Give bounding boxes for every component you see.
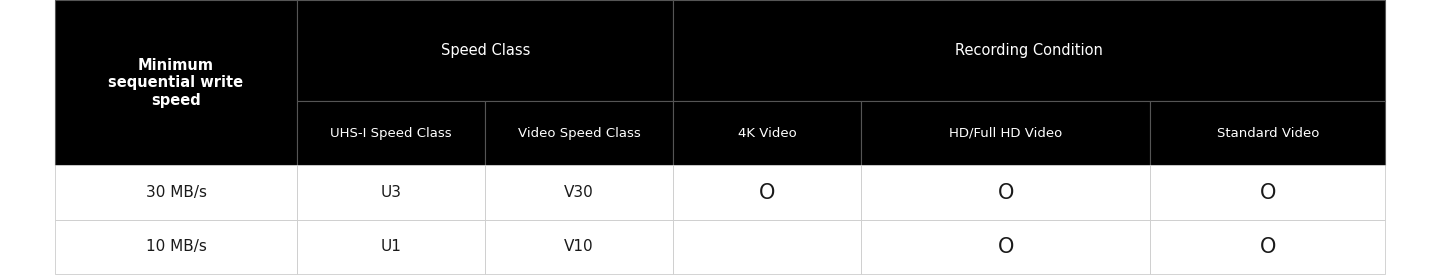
Text: V10: V10 — [564, 239, 593, 254]
Bar — [485, 220, 672, 274]
Text: Speed Class: Speed Class — [441, 43, 530, 58]
Bar — [672, 0, 1385, 101]
Text: O: O — [1260, 237, 1276, 257]
Text: Minimum
sequential write
speed: Minimum sequential write speed — [108, 58, 243, 108]
Bar — [1151, 220, 1385, 274]
Bar — [55, 220, 297, 274]
Text: O: O — [998, 237, 1014, 257]
Bar — [861, 101, 1151, 165]
Bar — [297, 101, 485, 165]
Text: HD/Full HD Video: HD/Full HD Video — [949, 127, 1063, 140]
Text: Recording Condition: Recording Condition — [955, 43, 1103, 58]
Text: Standard Video: Standard Video — [1217, 127, 1319, 140]
Bar — [297, 0, 672, 101]
Bar — [861, 165, 1151, 220]
Bar — [1151, 165, 1385, 220]
Bar — [485, 101, 672, 165]
Text: U1: U1 — [380, 239, 402, 254]
Text: V30: V30 — [564, 185, 593, 200]
Text: 10 MB/s: 10 MB/s — [145, 239, 206, 254]
Text: UHS-I Speed Class: UHS-I Speed Class — [330, 127, 452, 140]
Text: U3: U3 — [380, 185, 402, 200]
Bar — [297, 220, 485, 274]
Text: O: O — [1260, 183, 1276, 202]
Bar — [861, 220, 1151, 274]
Text: 30 MB/s: 30 MB/s — [145, 185, 206, 200]
Bar — [485, 165, 672, 220]
Bar — [55, 165, 297, 220]
Bar — [55, 0, 297, 165]
Bar — [672, 165, 861, 220]
Bar — [1151, 101, 1385, 165]
Text: 4K Video: 4K Video — [737, 127, 796, 140]
Text: O: O — [759, 183, 775, 202]
Bar — [672, 101, 861, 165]
Bar — [672, 220, 861, 274]
Bar — [297, 165, 485, 220]
Text: O: O — [998, 183, 1014, 202]
Text: Video Speed Class: Video Speed Class — [518, 127, 641, 140]
